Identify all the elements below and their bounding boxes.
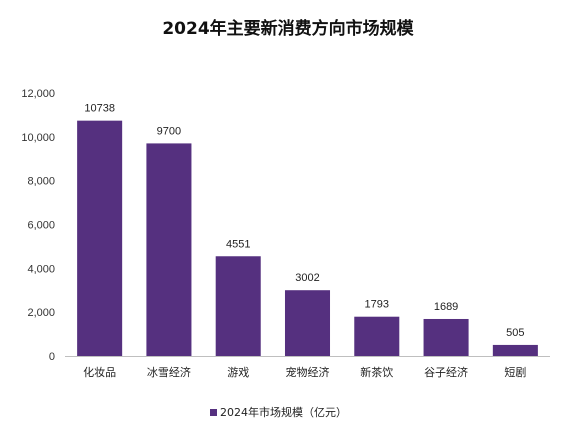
data-label: 3002 [295,272,319,284]
bar-3 [215,256,261,356]
data-label: 4551 [226,238,250,250]
x-tick-label: 短剧 [504,365,526,379]
y-axis: 0 2,000 4,000 6,000 8,000 10,000 12,000 [21,88,55,363]
x-tick-label: 化妆品 [83,365,116,379]
y-tick-label: 4,000 [27,263,55,275]
data-label: 1689 [434,301,458,313]
data-label: 505 [506,327,524,339]
legend-label: 2024年市场规模（亿元） [220,405,347,419]
x-tick-label: 冰雪经济 [147,365,191,379]
data-label: 9700 [157,125,181,137]
bar-2 [146,143,192,356]
y-tick-label: 10,000 [21,132,55,144]
x-tick-label: 新茶饮 [360,365,393,379]
data-label: 1793 [365,299,389,311]
x-axis: 化妆品 冰雪经济 游戏 宠物经济 新茶饮 谷子经济 短剧 [65,356,550,379]
bars: 10738 9700 4551 3002 1793 1689 505 [77,103,538,356]
y-tick-label: 6,000 [27,220,55,232]
legend-swatch [210,409,217,416]
data-label: 10738 [84,103,115,115]
bar-1 [77,120,123,356]
x-tick-label: 宠物经济 [286,365,330,379]
y-tick-label: 8,000 [27,176,55,188]
x-tick-label: 游戏 [227,366,249,379]
bar-5 [354,316,400,356]
legend: 2024年市场规模（亿元） [210,405,347,419]
bar-7 [492,344,538,356]
y-tick-label: 0 [49,351,55,363]
bar-4 [284,290,331,356]
chart-title: 2024年主要新消费方向市场规模 [162,18,414,39]
y-tick-label: 2,000 [27,307,55,319]
x-tick-label: 谷子经济 [424,365,468,379]
bar-6 [423,318,469,356]
y-tick-label: 12,000 [21,88,55,100]
